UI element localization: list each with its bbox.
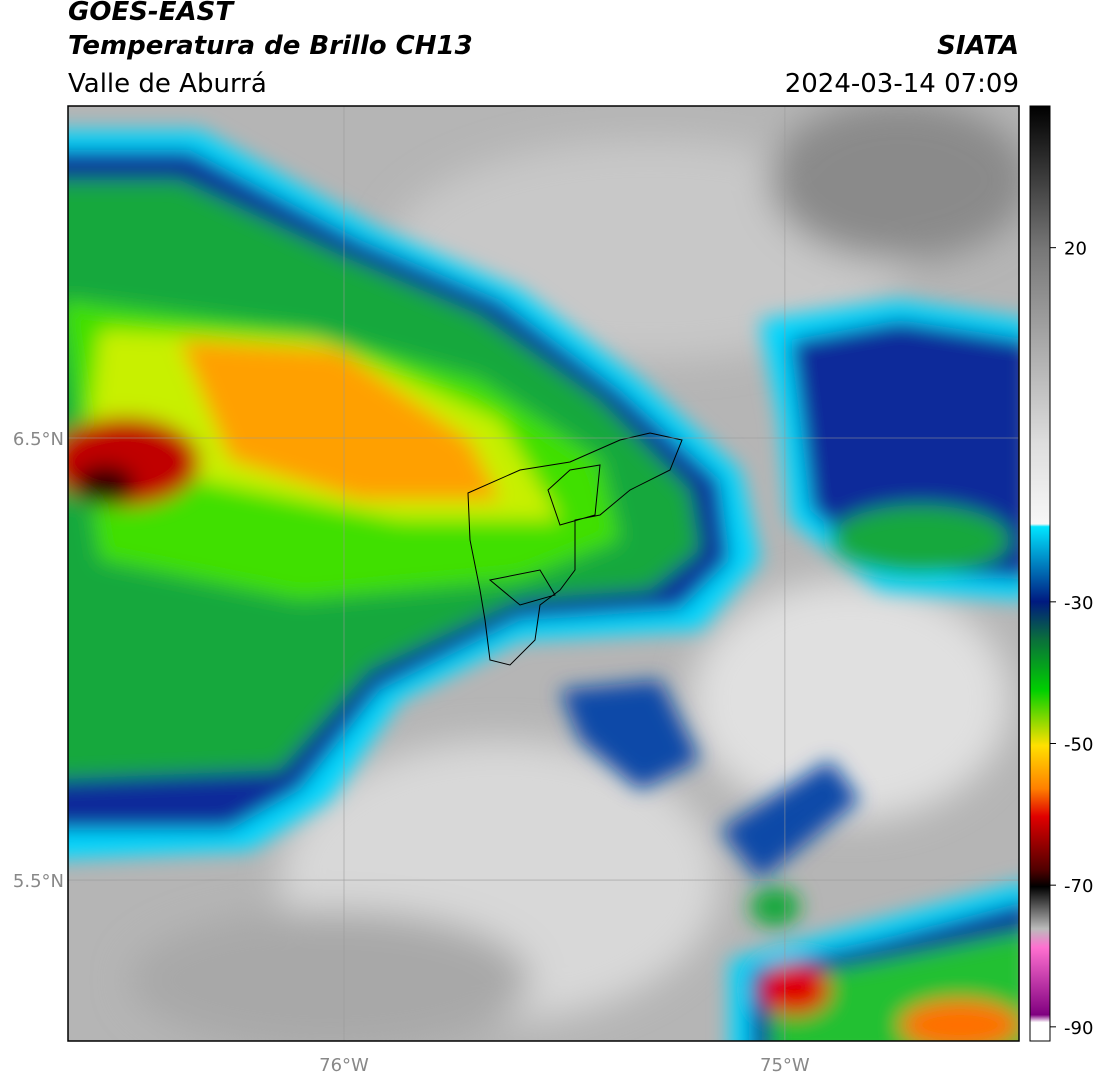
satellite-image <box>68 106 1019 1041</box>
satellite: GOES-EAST <box>68 0 235 27</box>
lat-label: 6.5°N <box>13 429 64 450</box>
colorbar-label: -90 <box>1064 1018 1093 1039</box>
colorbar-label: -30 <box>1064 593 1093 614</box>
colorbar <box>1029 105 1051 1042</box>
region: Valle de Aburrá <box>68 69 267 99</box>
colorbar-label: 20 <box>1064 239 1087 260</box>
agency: SIATA <box>937 31 1019 61</box>
product: Temperatura de Brillo CH13 <box>68 31 473 61</box>
lon-label: 75°W <box>760 1055 810 1076</box>
colorbar-label: -70 <box>1064 876 1093 897</box>
datetime: 2024-03-14 07:09 <box>785 69 1019 99</box>
lon-label: 76°W <box>319 1055 369 1076</box>
graticule <box>68 106 1019 1041</box>
colorbar-label: -50 <box>1064 735 1093 756</box>
map-frame <box>67 105 1020 1042</box>
lat-label: 5.5°N <box>13 871 64 892</box>
